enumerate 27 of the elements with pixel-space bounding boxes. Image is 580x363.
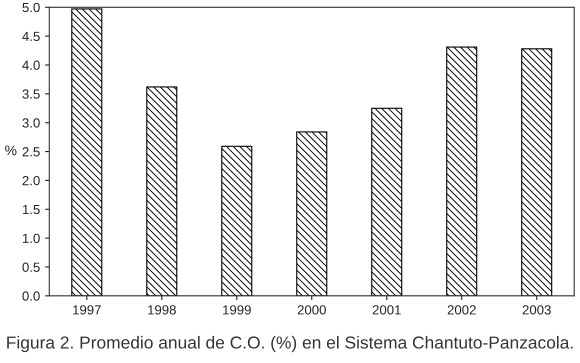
- text: Figura 2. Promedio anual de C.O. (%) en el Sistema Chantuto-Panzacola.: [7, 336, 573, 352]
- y-tick-label: 2.5: [22, 147, 40, 156]
- x-tick-label: 1997: [73, 305, 101, 315]
- bar: [521, 48, 552, 296]
- y-tick-label: 5.0: [22, 2, 40, 12]
- y-tick-label: 2.0: [22, 176, 40, 186]
- y-tick-label: 3.5: [22, 89, 40, 99]
- x-tick-label: 2001: [372, 305, 401, 315]
- y-tick-label: 1.5: [22, 204, 40, 214]
- x-tick-label: 2003: [522, 305, 551, 315]
- y-tick-label: 3.0: [22, 118, 40, 128]
- x-tick-label: 1999: [223, 305, 251, 315]
- x-tick-label: 2002: [448, 305, 476, 315]
- bar: [146, 86, 178, 296]
- y-tick-label: 1.0: [22, 234, 40, 244]
- y-tick-label: 4.0: [22, 60, 40, 70]
- y-axis-title: %: [5, 146, 16, 156]
- y-tick-label: 4.5: [22, 32, 40, 42]
- bar: [371, 108, 402, 296]
- bar: [296, 131, 328, 296]
- y-tick-label: 0.5: [22, 262, 40, 272]
- bar: [71, 8, 102, 296]
- x-tick-label: 2000: [298, 305, 326, 315]
- x-tick-label: 1998: [148, 305, 176, 315]
- bar: [446, 46, 478, 296]
- bar: [221, 146, 252, 296]
- y-tick-label: 0.0: [22, 291, 40, 301]
